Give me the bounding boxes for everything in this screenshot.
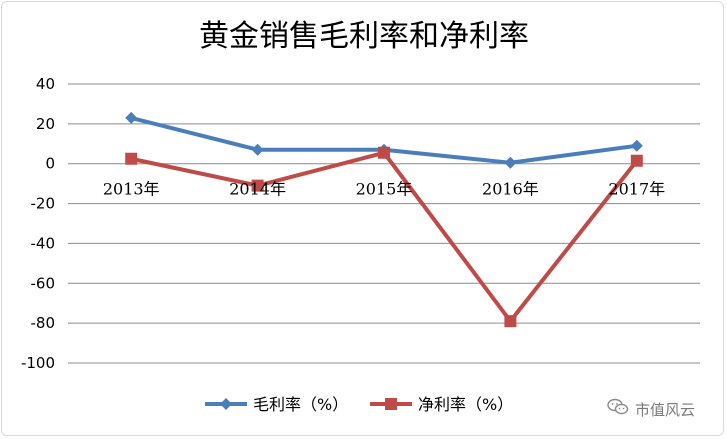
data-point-marker [251, 179, 264, 192]
watermark: 市值风云 [607, 398, 695, 420]
x-category-label: 2017年 [608, 180, 665, 199]
y-tick-label: -100 [21, 354, 55, 372]
y-tick-label: 20 [36, 115, 55, 133]
x-category-label: 2013年 [103, 180, 160, 199]
x-category-label: 2015年 [356, 180, 413, 199]
legend: 毛利率（%） 净利率（%） [205, 395, 513, 414]
series-line-2 [130, 150, 639, 324]
data-point-marker [630, 139, 643, 152]
data-point-marker [125, 152, 138, 165]
data-point-marker [504, 156, 517, 169]
data-point-marker [630, 154, 643, 167]
legend-marker [385, 398, 397, 410]
watermark-text: 市值风云 [635, 400, 696, 419]
data-point-marker [378, 146, 390, 159]
y-tick-label: 40 [36, 75, 55, 93]
data-point-marker [125, 111, 138, 124]
y-tick-label: -60 [31, 274, 56, 292]
x-axis-categories: 2013年 2014年 2015年 2016年 2017年 [103, 180, 665, 199]
data-point-marker [504, 315, 517, 328]
gridlines [68, 83, 700, 364]
wechat-icon [607, 398, 629, 420]
chart-title: 黄金销售毛利率和净利率 [199, 19, 529, 54]
y-tick-label: 0 [45, 155, 55, 173]
series-layer [125, 111, 643, 328]
y-axis-ticks: 40 20 0 -20 -40 -60 -80 -100 [21, 75, 55, 372]
y-tick-label: -40 [31, 234, 56, 252]
y-tick-label: -80 [31, 314, 56, 332]
legend-label: 净利率（%） [418, 395, 513, 414]
legend-label: 毛利率（%） [253, 395, 348, 414]
legend-marker [220, 398, 232, 410]
y-tick-label: -20 [31, 195, 56, 213]
data-point-marker [251, 143, 264, 156]
x-category-label: 2016年 [482, 180, 539, 199]
x-category-label: 2014年 [229, 180, 286, 199]
